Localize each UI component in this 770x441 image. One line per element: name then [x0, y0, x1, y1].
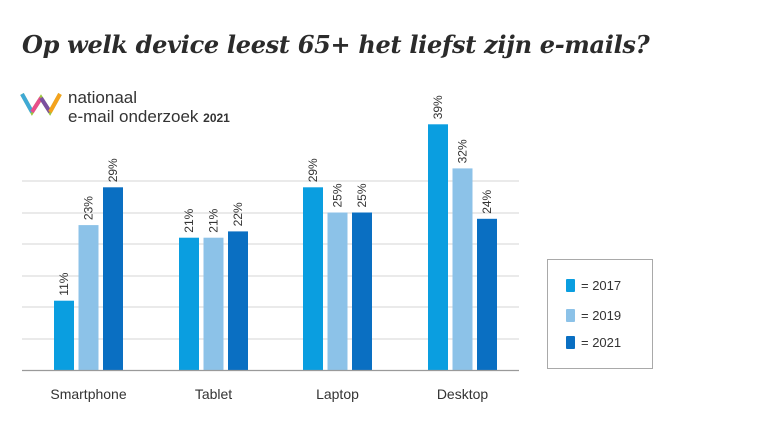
logo-icon [20, 93, 62, 116]
legend-label-2017: = 2017 [581, 277, 622, 293]
legend-swatch-2021 [566, 335, 575, 349]
legend-swatch-2019 [566, 308, 575, 322]
logo-year: 2021 [203, 111, 230, 125]
legend-item-2017: = 2017 [566, 277, 621, 293]
series-2017: 11% 21% 29% 39% [54, 95, 448, 370]
logo-line-2: e-mail onderzoek 2021 [68, 107, 230, 128]
logo-wordmark: nationaal e-mail onderzoek 2021 [68, 88, 230, 128]
legend-swatch-2017 [566, 278, 575, 292]
category-label-smartphone: Smartphone [50, 386, 126, 402]
legend-label-2021: = 2021 [581, 334, 622, 350]
data-label-smartphone-2017: 11% [57, 272, 71, 295]
bar-tablet-2021 [228, 231, 248, 370]
bar-smartphone-2017 [54, 300, 74, 370]
legend-label-2019: = 2019 [581, 307, 622, 323]
bar-laptop-2019 [327, 212, 348, 370]
bar-laptop-2017 [303, 187, 323, 370]
data-label-laptop-2017: 29% [306, 158, 320, 182]
legend-item-2021: = 2021 [566, 334, 621, 350]
logo-line-2-text: e-mail onderzoek [68, 107, 199, 126]
bar-smartphone-2021 [103, 187, 123, 370]
chart-legend: = 2017 = 2019 = 2021 [547, 259, 653, 369]
data-label-tablet-2017: 21% [182, 208, 196, 232]
bar-desktop-2021 [477, 218, 497, 370]
series-2021: 29% 22% 25% 24% [103, 158, 497, 370]
data-label-desktop-2017: 39% [431, 95, 445, 119]
category-label-desktop: Desktop [437, 386, 489, 402]
bar-desktop-2017 [428, 124, 448, 370]
series-2019: 23% 21% 25% 32% [78, 139, 473, 370]
data-label-desktop-2021: 24% [480, 189, 494, 213]
chart-title: Op welk device leest 65+ het liefst zijn… [22, 30, 650, 59]
bar-desktop-2019 [452, 168, 473, 370]
data-label-tablet-2019: 21% [207, 208, 221, 232]
logo-line-1: nationaal [68, 88, 138, 107]
bar-laptop-2021 [352, 212, 372, 370]
category-label-tablet: Tablet [195, 386, 232, 402]
data-label-smartphone-2021: 29% [106, 158, 120, 182]
data-label-desktop-2019: 32% [456, 139, 470, 163]
bar-smartphone-2019 [78, 225, 99, 370]
data-label-smartphone-2019: 23% [82, 196, 96, 220]
data-label-laptop-2019: 25% [331, 183, 345, 207]
legend-item-2019: = 2019 [566, 307, 621, 323]
category-label-laptop: Laptop [316, 386, 359, 402]
bar-tablet-2017 [179, 237, 199, 370]
data-label-tablet-2021: 22% [231, 202, 245, 226]
data-label-laptop-2021: 25% [355, 183, 369, 207]
bar-tablet-2019 [203, 237, 224, 370]
